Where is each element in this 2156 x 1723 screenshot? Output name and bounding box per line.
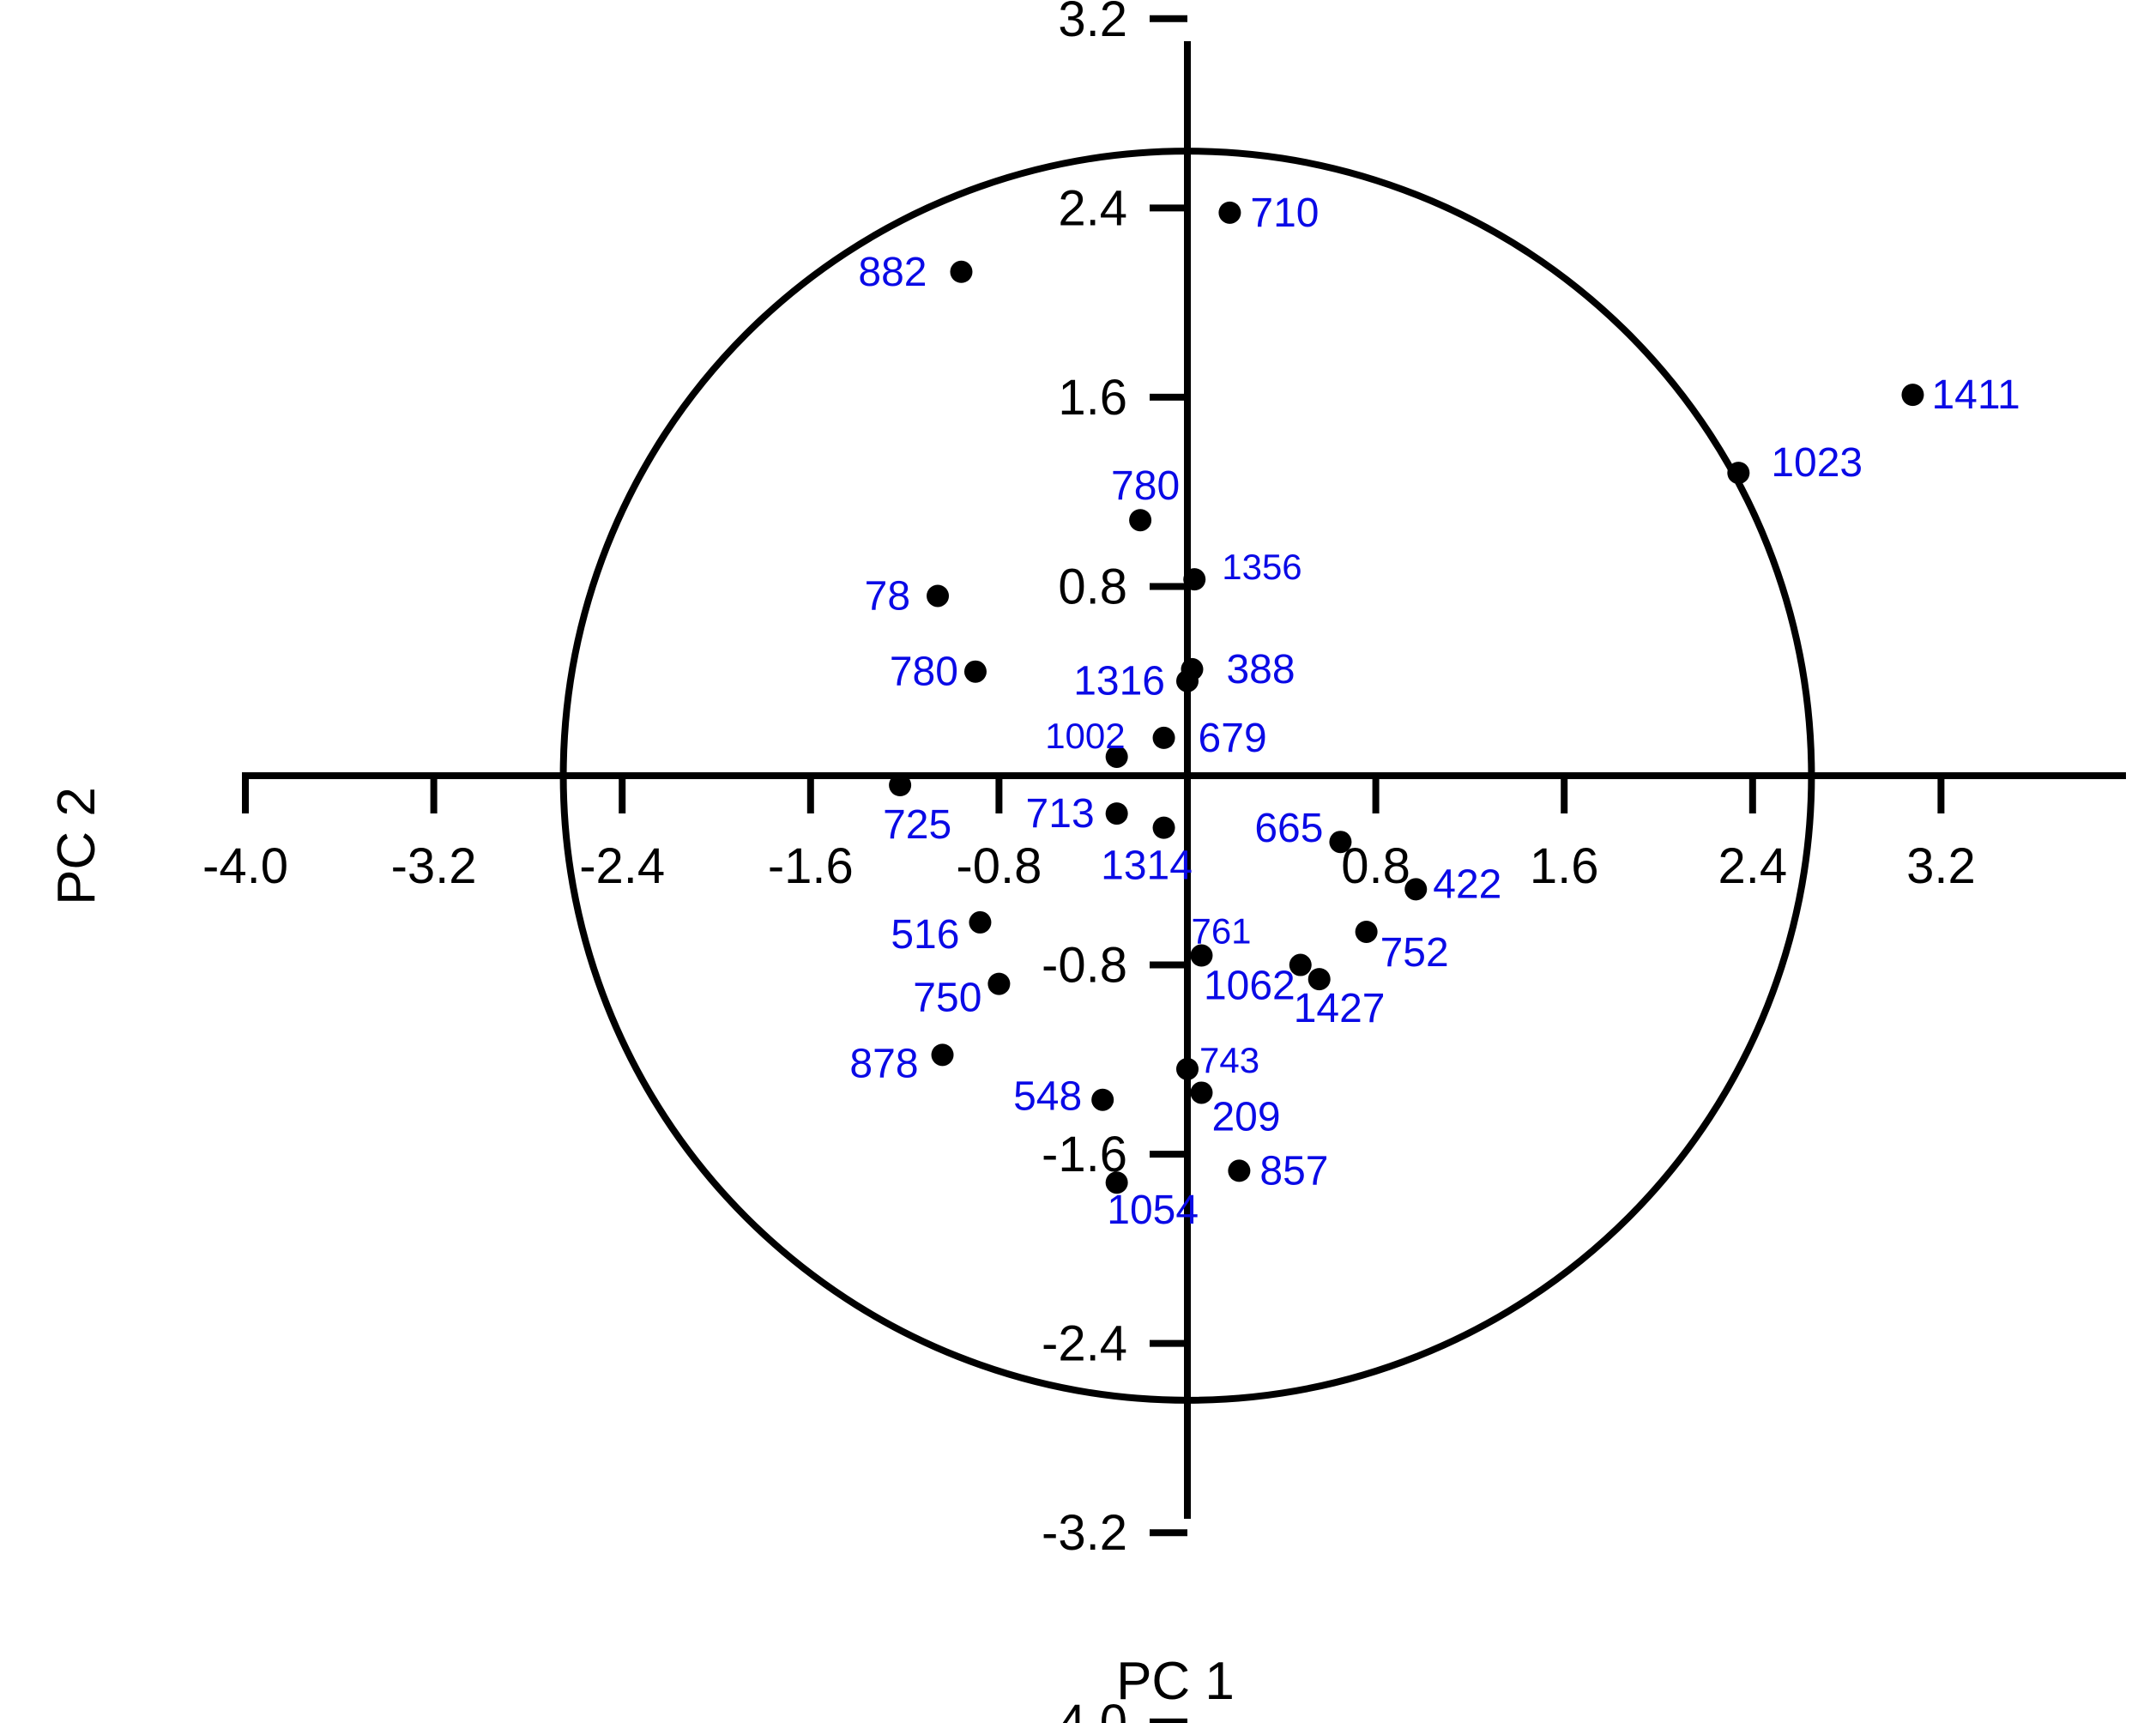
data-points <box>889 201 1924 1194</box>
y-axis-title: PC 2 <box>47 787 106 905</box>
data-point-label: 1002 <box>1045 716 1125 756</box>
data-point-label: 713 <box>1026 791 1095 837</box>
data-point <box>1228 1159 1251 1182</box>
data-point <box>963 660 987 683</box>
y-tick-label: 3.2 <box>1058 0 1127 47</box>
data-point <box>1176 669 1199 692</box>
data-point-labels: 710 882 1411 1023 780 1356 78 780 388 1316 679 1002… <box>849 190 2020 1233</box>
data-point <box>1129 509 1152 532</box>
data-point <box>1152 816 1175 839</box>
data-point <box>889 774 912 797</box>
data-point-label: 1054 <box>1107 1188 1199 1233</box>
data-point-label: 1356 <box>1222 547 1301 587</box>
data-point-label: 882 <box>858 250 927 295</box>
data-point-label: 665 <box>1254 806 1323 851</box>
data-point <box>1218 201 1241 224</box>
data-point-label: 516 <box>891 912 959 958</box>
x-tick-label: -3.2 <box>391 838 477 894</box>
data-point-label: 710 <box>1250 190 1319 236</box>
data-point-label: 679 <box>1199 716 1267 761</box>
x-tick-label: 3.2 <box>1906 838 1976 894</box>
data-point-label: 878 <box>849 1041 918 1086</box>
data-point <box>1183 568 1206 591</box>
x-tick-label: 0.8 <box>1341 838 1410 894</box>
y-tick-label: -0.8 <box>1042 938 1127 994</box>
data-point-label: 780 <box>1111 463 1180 509</box>
data-point-label: 1316 <box>1073 659 1165 704</box>
data-point-label: 750 <box>913 976 981 1021</box>
x-tick-label: -2.4 <box>579 838 665 894</box>
data-point <box>1176 1057 1199 1080</box>
y-tick-label: -4.0 <box>1042 1695 1127 1723</box>
data-point <box>931 1043 954 1067</box>
x-axis-ticks: -4.0 -3.2 -2.4 -1.6 -0.8 0.8 1.6 2.4 3.2 <box>202 776 1976 894</box>
x-tick-label: -0.8 <box>956 838 1042 894</box>
data-point <box>1355 920 1378 943</box>
data-point <box>1307 968 1331 991</box>
data-point <box>1105 745 1128 768</box>
data-point-label: 857 <box>1259 1148 1328 1194</box>
data-point <box>927 584 950 608</box>
data-point-label: 209 <box>1211 1094 1280 1140</box>
data-point <box>1152 726 1175 749</box>
data-point <box>987 972 1011 995</box>
y-tick-label: 0.8 <box>1058 559 1127 614</box>
data-point <box>950 260 973 283</box>
data-point <box>1289 953 1312 976</box>
data-point-label: 422 <box>1433 862 1501 907</box>
data-point-label: 1427 <box>1294 986 1386 1031</box>
y-tick-label: 1.6 <box>1058 370 1127 426</box>
y-tick-label: -3.2 <box>1042 1505 1127 1561</box>
data-point-label: 1314 <box>1101 843 1193 889</box>
y-axis-ticks: 3.22.41.60.8-0.8-1.6-2.4-3.2-4.0 <box>1042 0 1187 1723</box>
x-tick-label: -1.6 <box>768 838 854 894</box>
data-point <box>1091 1088 1114 1111</box>
y-tick-label: 2.4 <box>1058 180 1127 236</box>
data-point-label: 752 <box>1380 930 1449 976</box>
x-tick-label: -4.0 <box>202 838 288 894</box>
data-point <box>1404 878 1428 901</box>
y-tick-label: -2.4 <box>1042 1316 1127 1372</box>
data-point <box>1105 1171 1128 1194</box>
data-point-label: 1062 <box>1204 964 1295 1009</box>
data-point-label: 725 <box>883 802 951 848</box>
x-axis-title: PC 1 <box>1116 1652 1235 1711</box>
data-point-label: 548 <box>1013 1074 1082 1120</box>
data-point-label: 1023 <box>1771 440 1863 486</box>
data-point-label: 780 <box>890 650 958 695</box>
x-tick-label: 1.6 <box>1530 838 1599 894</box>
x-tick-label: 2.4 <box>1718 838 1787 894</box>
data-point <box>1329 831 1352 854</box>
data-point <box>1727 462 1750 485</box>
data-point-label: 761 <box>1191 911 1251 952</box>
data-point <box>1190 944 1213 967</box>
data-point <box>1105 802 1128 825</box>
data-point-label: 1411 <box>1931 372 2020 418</box>
data-point-label: 388 <box>1226 647 1295 692</box>
data-point <box>1901 384 1924 407</box>
data-point-label: 78 <box>865 573 910 619</box>
data-point <box>969 910 992 934</box>
data-point <box>1190 1081 1213 1104</box>
data-point-label: 743 <box>1199 1040 1259 1080</box>
